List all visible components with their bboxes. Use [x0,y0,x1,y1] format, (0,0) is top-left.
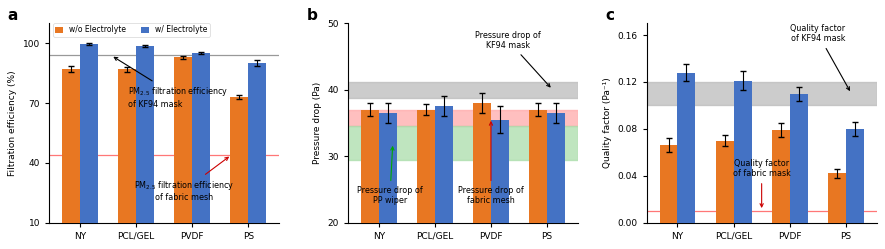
Text: PM$_{2.5}$ filtration efficiency
of fabric mesh: PM$_{2.5}$ filtration efficiency of fabr… [134,157,234,202]
Text: Quality factor
of KF94 mask: Quality factor of KF94 mask [790,24,850,90]
Bar [716,141,734,223]
Bar [772,130,789,223]
Bar [473,103,491,249]
Bar [230,97,249,243]
Text: Pressure drop of
fabric mesh: Pressure drop of fabric mesh [458,122,524,205]
Bar [827,173,846,223]
Bar [379,113,396,249]
Bar [192,53,210,243]
Bar [348,126,578,160]
Text: Pressure drop of
PP wiper: Pressure drop of PP wiper [358,147,423,205]
Bar [647,82,877,105]
Bar [789,94,808,223]
Bar [529,110,547,249]
Bar [62,69,80,243]
Legend: w/o Electrolyte, w/ Electrolyte: w/o Electrolyte, w/ Electrolyte [53,23,210,37]
Bar [491,120,509,249]
Bar [659,145,678,223]
Text: c: c [605,8,614,23]
Bar [119,69,136,243]
Bar [846,129,864,223]
Bar [249,63,266,243]
Bar [435,106,453,249]
Bar [348,82,578,98]
Bar [136,46,154,243]
Y-axis label: Filtration efficiency (%): Filtration efficiency (%) [8,70,18,176]
Bar [361,110,379,249]
Text: a: a [8,8,18,23]
Bar [417,110,435,249]
Y-axis label: Quality factor (Pa⁻¹): Quality factor (Pa⁻¹) [603,78,612,168]
Text: Pressure drop of
KF94 mask: Pressure drop of KF94 mask [475,31,550,87]
Bar [678,72,696,223]
Y-axis label: Pressure drop (Pa): Pressure drop (Pa) [312,82,322,164]
Bar [348,110,578,126]
Bar [80,44,98,243]
Bar [547,113,565,249]
Text: PM$_{2.5}$ filtration efficiency
of KF94 mask: PM$_{2.5}$ filtration efficiency of KF94… [114,57,228,109]
Bar [734,81,751,223]
Text: Quality factor
of fabric mask: Quality factor of fabric mask [733,159,790,207]
Text: b: b [306,8,318,23]
Bar [174,57,192,243]
